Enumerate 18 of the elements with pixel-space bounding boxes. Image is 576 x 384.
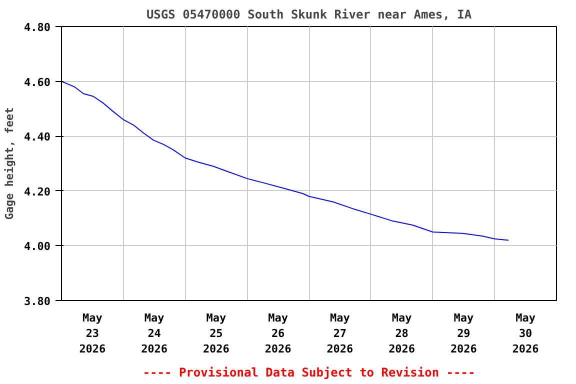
line-series [62, 80, 510, 241]
x-tick-label: May 24 2026 [141, 312, 168, 356]
text: ---- Provisional Data Subject to Revision ---- [142, 366, 476, 380]
x-tick-label: May 30 2026 [512, 312, 540, 356]
y-tick-label: 4.20 [24, 185, 51, 198]
y-tick-label: 4.00 [24, 240, 51, 254]
x-tick-label: May 29 2026 [450, 312, 478, 356]
y-tick-label: 4.40 [24, 130, 51, 144]
x-tick-label: May 25 2026 [202, 312, 230, 356]
y-axis-title: Gage height, feet [3, 107, 16, 220]
y-tick-label: 3.80 [24, 295, 51, 308]
x-tick-label: May 27 2026 [326, 312, 354, 356]
y-tick-label: 4.60 [24, 76, 51, 89]
chart-title: USGS 05470000 South Skunk River near Ames, IA [146, 8, 472, 22]
x-tick-label: May 28 2026 [388, 312, 416, 356]
x-tick-label: May 23 2026 [79, 312, 106, 356]
x-tick-label: May 26 2026 [264, 312, 292, 356]
y-tick-label: 4.80 [24, 21, 51, 34]
